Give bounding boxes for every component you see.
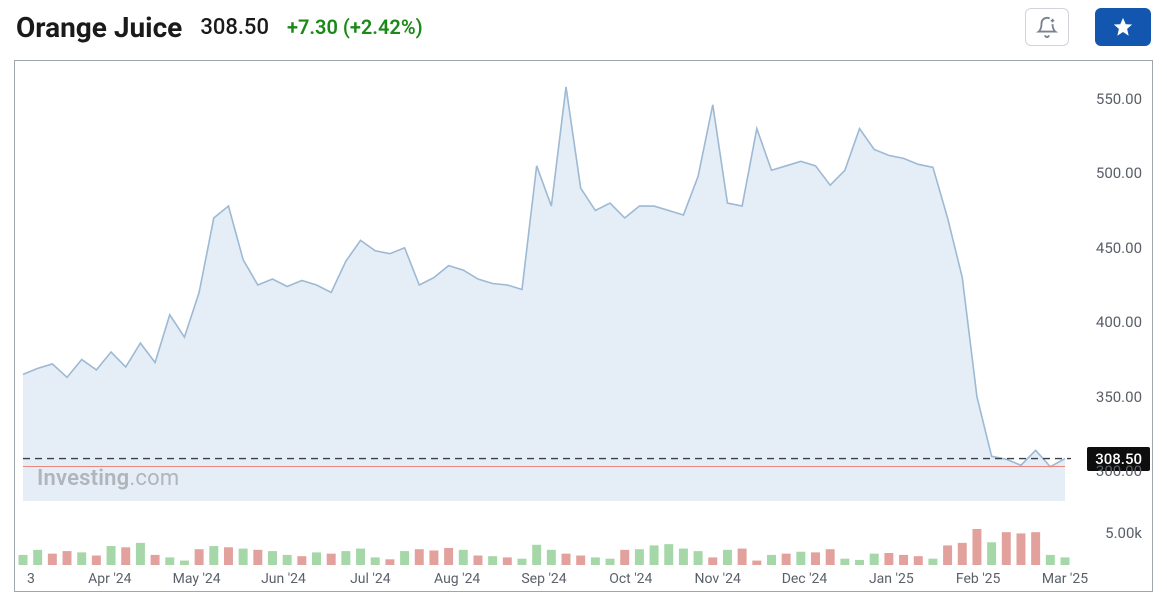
- x-tick-label: 3: [27, 571, 35, 587]
- x-tick-label: Jul '24: [350, 571, 391, 587]
- x-tick-label: Nov '24: [695, 571, 741, 587]
- x-tick-label: Oct '24: [609, 571, 652, 587]
- x-tick-label: Dec '24: [782, 571, 828, 587]
- x-tick-label: Jun '24: [261, 571, 306, 587]
- price-change: +7.30 (+2.42%): [287, 15, 423, 39]
- chart-container[interactable]: Investing.com 308.50 5.00k 300.00350.004…: [14, 60, 1153, 592]
- last-price: 308.50: [200, 15, 269, 40]
- y-tick-label: 450.00: [1096, 239, 1142, 257]
- y-tick-label: 500.00: [1096, 164, 1142, 182]
- volume-axis-label: 5.00k: [1105, 524, 1142, 542]
- star-icon: [1112, 16, 1134, 38]
- price-chart: [15, 61, 1151, 593]
- instrument-title: Orange Juice: [16, 11, 182, 44]
- alert-button[interactable]: [1025, 8, 1069, 46]
- x-tick-label: Mar '25: [1042, 571, 1088, 587]
- y-tick-label: 400.00: [1096, 313, 1142, 331]
- x-tick-label: Jan '25: [869, 571, 914, 587]
- favorite-button[interactable]: [1095, 8, 1151, 46]
- change-percent: (+2.42%): [343, 15, 423, 39]
- x-tick-label: May '24: [173, 571, 221, 587]
- x-tick-label: Feb '25: [956, 571, 1001, 587]
- y-tick-label: 350.00: [1096, 388, 1142, 406]
- change-absolute: +7.30: [287, 15, 338, 39]
- y-tick-label: 300.00: [1096, 462, 1142, 480]
- chart-header: Orange Juice 308.50 +7.30 (+2.42%): [0, 0, 1167, 56]
- bell-plus-icon: [1036, 16, 1058, 38]
- x-tick-label: Aug '24: [434, 571, 480, 587]
- y-tick-label: 550.00: [1096, 90, 1142, 108]
- x-tick-label: Apr '24: [88, 571, 131, 587]
- x-tick-label: Sep '24: [521, 571, 566, 587]
